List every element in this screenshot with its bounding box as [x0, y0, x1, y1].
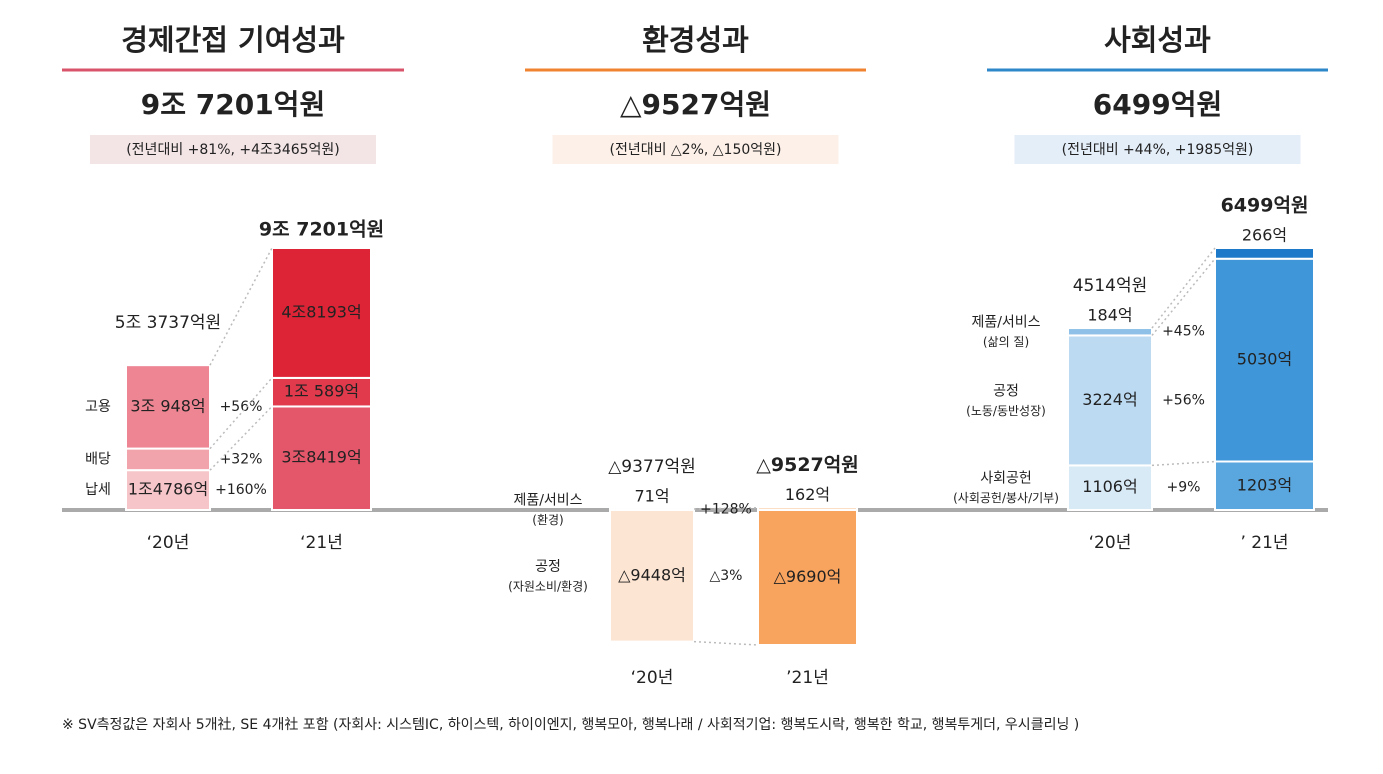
- series-name: 공정: [535, 559, 561, 575]
- total-label: △9377억원: [608, 457, 696, 477]
- segment-label: 3조8419억: [281, 448, 361, 467]
- segment-label: 1조 589억: [284, 382, 359, 401]
- bar-segment: [125, 469, 211, 511]
- segment-label: △9690억: [774, 567, 842, 586]
- panel-title: 사회성과: [1104, 23, 1211, 57]
- bar-segment: [609, 508, 695, 511]
- series-name: 납세: [85, 482, 111, 498]
- segment-label: 1조4786억: [128, 480, 208, 499]
- headline: 9조 7201억원: [141, 88, 325, 121]
- panel-title: 환경성과: [642, 23, 749, 57]
- total-label: 9조 7201억원: [259, 219, 384, 241]
- x-tick-label: ‘20년: [631, 668, 674, 688]
- series-name: 공정: [993, 383, 1019, 399]
- segment-label: 184억: [1087, 306, 1132, 325]
- segment-label: 71억: [634, 487, 669, 506]
- bar-segment: [1214, 460, 1315, 511]
- change-label: +32%: [220, 451, 263, 467]
- change-label: +9%: [1167, 480, 1201, 496]
- segment-label: 266억: [1242, 226, 1287, 245]
- segment-label: 5030억: [1237, 350, 1292, 369]
- series-name: 제품/서비스: [513, 493, 582, 509]
- change-label: +56%: [1162, 392, 1205, 408]
- subtitle: (전년대비 +44%, +1985억원): [1062, 142, 1254, 158]
- bar-segment: [271, 376, 372, 408]
- total-label: 4514억원: [1073, 276, 1148, 296]
- bar-segment: [1214, 257, 1315, 463]
- bar-segment: [1067, 327, 1153, 337]
- connector: [209, 377, 273, 450]
- footnote: ※ SV측정값은 자회사 5개社, SE 4개社 포함 (자회사: 시스템IC,…: [62, 717, 1079, 733]
- series-name: 배당: [85, 451, 111, 467]
- subtitle: (전년대비 +81%, +4조3465억원): [126, 142, 340, 158]
- segment-label: 1106억: [1082, 477, 1137, 496]
- change-label: +45%: [1162, 324, 1205, 340]
- bar-segment: [271, 405, 372, 511]
- connector: [1151, 258, 1216, 336]
- bar-segment: [125, 447, 211, 472]
- x-tick-label: ’21년: [786, 668, 829, 688]
- panel-title: 경제간접 기여성과: [121, 23, 345, 57]
- x-tick-label: ‘21년: [300, 533, 343, 553]
- connector: [693, 640, 759, 646]
- segment-label: 3조 948억: [130, 396, 205, 415]
- total-label: 5조 3737억원: [115, 313, 221, 333]
- subtitle: (전년대비 △2%, △150억원): [609, 142, 781, 158]
- series-note: (자원소비/환경): [508, 579, 588, 593]
- total-label: △9527억원: [756, 454, 858, 476]
- headline: △9527억원: [620, 88, 771, 121]
- series-note: (사회공헌/봉사/기부): [953, 491, 1059, 505]
- subtitle-box: [90, 135, 376, 164]
- subtitle-box: [552, 135, 839, 164]
- segment-label: 4조8193억: [281, 302, 361, 321]
- series-name: 사회공헌: [980, 471, 1032, 487]
- bar-segment: [1214, 247, 1315, 260]
- change-label: +128%: [700, 502, 752, 518]
- bar-segment: [757, 506, 858, 512]
- series-name: 고용: [85, 399, 111, 415]
- segment-label: 3224억: [1082, 390, 1137, 409]
- subtitle-box: [1014, 135, 1301, 164]
- series-note: (환경): [532, 513, 563, 527]
- connector: [1151, 460, 1216, 467]
- bar-segment: [125, 364, 211, 450]
- series-name: 제품/서비스: [971, 315, 1040, 331]
- segment-label: 1203억: [1237, 475, 1292, 494]
- connector: [209, 247, 273, 366]
- connector: [693, 506, 759, 510]
- x-tick-label: ‘20년: [147, 533, 190, 553]
- change-label: △3%: [710, 568, 743, 584]
- headline: 6499억원: [1093, 88, 1222, 121]
- x-tick-label: ‘20년: [1089, 533, 1132, 553]
- x-tick-label: ’ 21년: [1240, 533, 1288, 553]
- bar-segment: [271, 247, 372, 379]
- bar-segment: [1067, 334, 1153, 467]
- change-label: +56%: [220, 399, 263, 415]
- series-note: (삶의 질): [983, 335, 1029, 349]
- change-label: +160%: [215, 482, 267, 498]
- connector: [1151, 247, 1216, 329]
- series-note: (노동/동반성장): [966, 404, 1046, 418]
- segment-label: △9448억: [618, 565, 686, 584]
- segment-label: 162억: [785, 485, 830, 504]
- total-label: 6499억원: [1221, 195, 1309, 217]
